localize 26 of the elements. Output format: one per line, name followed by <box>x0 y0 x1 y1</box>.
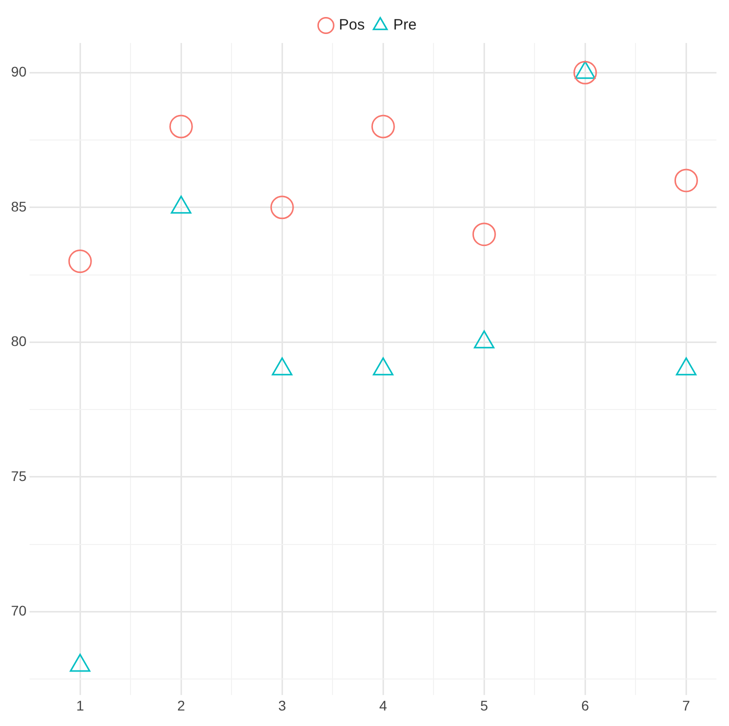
y-tick-label: 80 <box>10 333 27 350</box>
point <box>371 114 395 138</box>
y-tick-label: 75 <box>10 468 27 484</box>
y-tick-label: 70 <box>10 602 27 619</box>
legend-label: Pos <box>338 16 365 34</box>
point <box>169 114 193 138</box>
point <box>474 330 494 348</box>
point <box>674 168 698 192</box>
x-tick-label: 3 <box>278 697 286 714</box>
point <box>270 196 294 220</box>
point <box>676 357 696 376</box>
y-tick-label: 90 <box>10 64 27 80</box>
x-tick-label: 7 <box>682 697 690 714</box>
x-tick-label: 4 <box>379 697 388 714</box>
x-tick-label: 6 <box>581 697 590 714</box>
legend-label: Pre <box>393 16 417 34</box>
point <box>272 357 292 376</box>
point <box>472 222 496 246</box>
point <box>372 357 394 376</box>
x-tick-label: 1 <box>76 697 84 714</box>
point <box>70 654 90 672</box>
y-tick-label: 85 <box>10 198 27 214</box>
x-tick-label: 5 <box>480 697 488 714</box>
point <box>68 250 92 274</box>
point <box>573 60 597 84</box>
x-tick-label: 2 <box>177 697 186 714</box>
